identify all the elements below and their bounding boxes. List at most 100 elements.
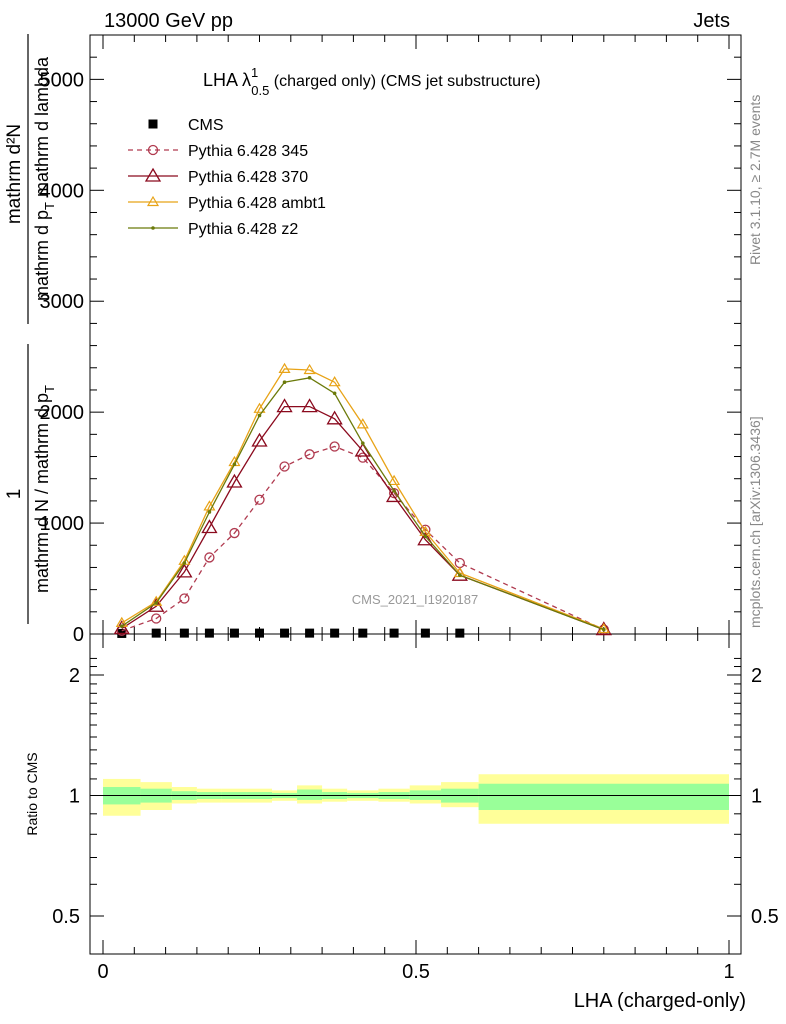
main-ytick-label: 0 [73,624,84,646]
pythia-370-point [176,563,193,578]
cms-point [148,119,158,129]
main-ytick-label: 3000 [40,291,85,313]
cms-point [420,628,430,638]
pythia-370-point [276,398,293,413]
pythia-z2-point [154,601,159,605]
ratio-xtick-label: 0 [97,961,108,983]
pythia-345-point [151,613,162,624]
main-ylabel: 1 mathrm d N / mathrm d pT mathrm d²N ma… [4,34,57,624]
pythia-370-point [144,167,162,182]
header-right: Jets [693,10,730,32]
pythia-345-point [229,527,240,539]
pythia-370-point [417,531,434,546]
pythia-345-point [147,144,159,156]
pythia-z2-point [360,441,365,446]
pythia-ambt1-point [356,418,369,429]
rivet-label: Rivet 3.1.10, ≥ 2.7M events [747,95,763,265]
ylabel-num-sym: mathrm d²N [4,124,25,224]
ylabel-den2: mathrm d N / mathrm d p [32,393,52,593]
pythia-345-point [204,552,215,563]
pythia-ambt1-point [278,362,291,373]
plot-title: LHA λ1 0.5 (charged only) (CMS jet substr… [203,65,541,98]
ratio-ytick-label-right: 2 [751,665,762,687]
pythia-ambt1-point [303,363,316,375]
ratio-band-inner [478,783,729,810]
legend: CMS Pythia 6.428 345 Pythia 6.428 370 Pythi… [128,117,326,238]
cms-point [179,628,189,638]
watermark: CMS_2021_I1920187 [352,592,479,607]
ratio-ytick-label-right: 1 [751,786,762,808]
ylabel-frac-num: 1 [4,489,25,500]
ratio-axis-ticks: 0 0.5 1 0.5 0.5 1 1 2 2 [52,634,779,983]
pythia-345-point [179,593,190,604]
main-ytick-label: 2000 [40,402,85,424]
pythia-370-point [301,398,318,413]
ylabel-den-sub: T [42,202,57,210]
legend-label-ambt1: Pythia 6.428 ambt1 [188,195,326,212]
legend-label-p370: Pythia 6.428 370 [188,169,308,186]
legend-label-p345: Pythia 6.428 345 [188,143,308,160]
main-ytick-label: 4000 [40,180,85,202]
main-ytick-label: 1000 [40,513,85,535]
ylabel-den2-sub: T [42,385,57,393]
pythia-370-point [354,442,371,457]
pythia-ambt1-point [253,402,266,413]
cms-point [229,628,239,638]
pythia-345-point [279,461,290,472]
pythia-z2-point [151,226,155,230]
ratio-ytick-label: 1 [69,786,80,808]
pythia-z2-point [423,534,428,539]
pythia-z2-point [282,380,287,384]
plot-title-sub: 0.5 [251,83,269,98]
pythia-ambt1-point [388,474,401,486]
header-left: 13000 GeV pp [104,10,233,32]
pythia-z2-point [182,561,187,565]
ylabel-frac-den: mathrm d N / mathrm d pT [32,385,57,593]
ylabel-den-sym: mathrm d p [32,210,52,301]
cms-point [389,628,399,638]
ratio-ytick-label-right: 0.5 [751,906,779,928]
cms-point [255,628,264,638]
pythia-370-point [226,473,243,488]
series-line-ambt1 [121,368,605,630]
pythia-z2-point [207,510,212,514]
ratio-ytick-label: 2 [69,665,80,687]
cms-point [280,628,290,638]
pythia-ambt1-point [146,195,160,207]
pythia-345-point [454,557,465,569]
main-ytick-label: 5000 [40,69,85,91]
pythia-z2-point [332,391,337,396]
pythia-370-point [251,432,268,447]
pythia-370-point [326,410,343,425]
pythia-345-point [304,449,315,460]
cms-point [151,628,161,638]
ylabel-den-rest: mathrm d lambda [32,56,52,202]
pythia-z2-point [602,627,606,632]
ratio-ylabel: Ratio to CMS [24,752,40,835]
main-axis-ticks: 0 1000 2000 3000 4000 5000 [40,34,741,646]
pythia-370-point [113,620,130,635]
pythia-370-point [201,519,218,534]
pythia-z2-point [392,489,396,493]
pythia-z2-point [458,573,462,578]
ylabel-den: mathrm d pT mathrm d lambda [32,56,57,301]
pythia-z2-point [232,462,237,467]
cms-point [330,628,340,638]
plot-title-main: LHA λ [203,70,251,90]
ratio-ytick-label: 0.5 [52,906,80,928]
plot-title-rest: (charged only) (CMS jet substructure) [269,73,540,90]
pythia-ambt1-point [328,376,341,387]
pythia-z2-point [307,375,312,380]
ratio-bands [103,774,729,824]
cms-point [305,628,315,638]
legend-label-cms: CMS [188,117,224,134]
ratio-xlabel: LHA (charged-only) [574,990,746,1012]
pythia-ambt1-point [203,500,216,511]
cms-point [358,628,368,638]
cms-point [204,628,214,638]
series-layer [113,362,612,638]
pythia-z2-point [119,624,124,629]
pythia-ambt1-point [150,595,163,606]
plot-title-sup: 1 [251,65,258,80]
